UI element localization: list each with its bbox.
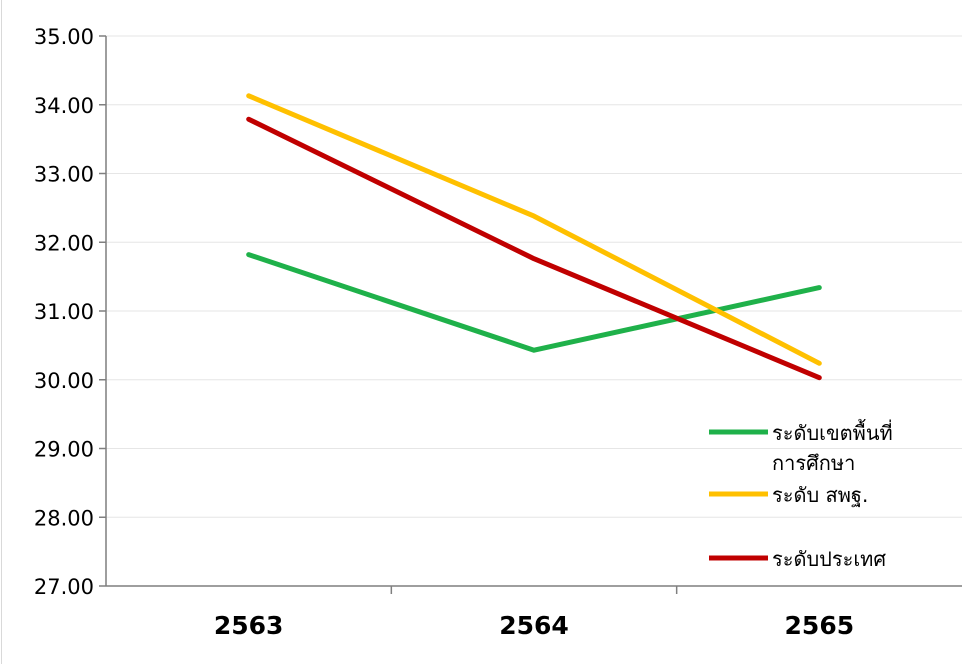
gridlines — [106, 35, 962, 518]
y-tick-label: 34.00 — [34, 94, 94, 118]
y-tick-label: 35.00 — [34, 25, 94, 49]
chart-border — [1, 0, 2, 664]
y-tick-label: 28.00 — [34, 506, 94, 530]
series-line-2 — [246, 93, 822, 366]
legend-label: ระดับ สพฐ. — [772, 483, 868, 507]
series-lines — [246, 93, 822, 381]
x-tick-label: 2563 — [214, 611, 284, 640]
y-tick-label: 33.00 — [34, 163, 94, 187]
legend-label: การศึกษา — [772, 451, 855, 475]
series-line-1 — [246, 252, 822, 353]
y-tick-label: 27.00 — [34, 575, 94, 599]
axes: 27.00 28.00 29.00 30.00 31.00 32.00 33.00 34.00… — [34, 25, 962, 640]
series-line-3 — [246, 116, 822, 381]
y-tick-label: 32.00 — [34, 231, 94, 255]
x-tick-label: 2565 — [785, 611, 855, 640]
legend-label: ระดับเขตพื้นที่ — [772, 419, 893, 445]
x-tick-label: 2564 — [499, 611, 569, 640]
y-tick-label: 30.00 — [34, 369, 94, 393]
y-tick-label: 31.00 — [34, 300, 94, 324]
y-tick-label: 29.00 — [34, 438, 94, 462]
legend-label: ระดับประเทศ — [772, 547, 886, 571]
